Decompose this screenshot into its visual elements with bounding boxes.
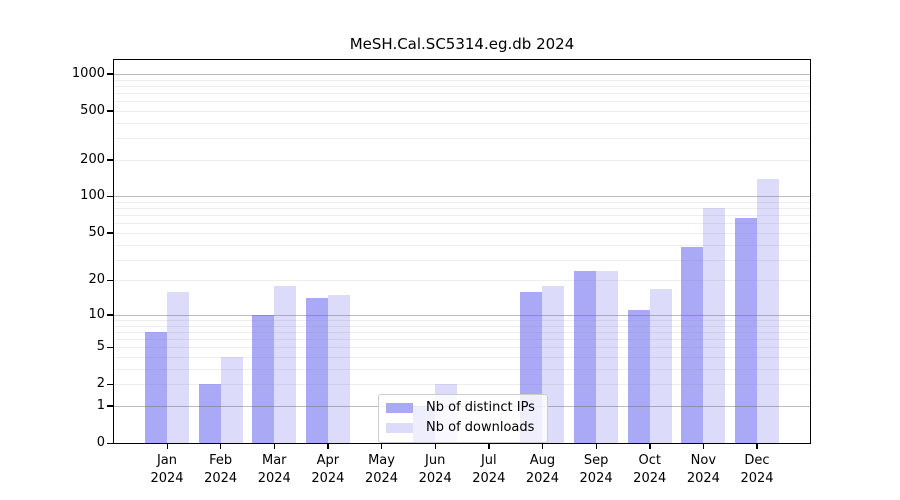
bar-downloads-dec <box>756 178 779 443</box>
y-tick-mark <box>107 346 114 349</box>
legend-item-distinct-ips: Nb of distinct IPs <box>386 400 539 416</box>
minor-gridline <box>114 259 810 261</box>
minor-gridline <box>114 244 810 246</box>
y-tick-mark <box>107 159 114 161</box>
minor-gridline <box>114 339 810 341</box>
bar-distinct-ips-apr <box>305 298 328 443</box>
minor-gridline <box>114 101 810 103</box>
x-tick-mark <box>434 443 436 449</box>
minor-gridline <box>114 92 810 94</box>
x-tick-label-feb: Feb 2024 <box>204 453 238 486</box>
y-tick-label: 1000 <box>71 65 105 81</box>
y-tick-mark <box>107 279 114 282</box>
minor-gridline <box>114 320 810 321</box>
x-tick-mark <box>220 443 222 449</box>
bar-downloads-feb <box>220 357 243 443</box>
y-tick-label: 20 <box>88 272 105 288</box>
y-tick-mark <box>107 442 114 444</box>
y-tick-mark <box>107 73 114 75</box>
bar-downloads-apr <box>327 294 350 443</box>
minor-gridline <box>114 384 810 386</box>
major-gridline <box>114 314 810 316</box>
minor-gridline <box>114 110 810 112</box>
x-tick-label-mar: Mar 2024 <box>257 453 291 486</box>
y-tick-label: 0 <box>96 435 105 450</box>
y-tick-mark <box>107 314 114 316</box>
y-tick-label: 100 <box>80 188 105 204</box>
x-tick-label-jul: Jul 2024 <box>472 453 506 486</box>
major-gridline <box>114 196 810 198</box>
x-tick-mark <box>541 443 544 449</box>
bar-distinct-ips-oct <box>627 310 650 443</box>
chart-title: MeSH.Cal.SC5314.eg.db 2024 <box>349 35 575 53</box>
x-tick-mark <box>702 443 705 449</box>
minor-gridline <box>114 159 810 161</box>
bar-downloads-mar <box>274 285 297 443</box>
x-tick-label-aug: Aug 2024 <box>525 453 559 486</box>
y-tick-mark <box>107 405 114 407</box>
minor-gridline <box>114 368 810 370</box>
minor-gridline <box>114 85 810 87</box>
x-tick-mark <box>649 443 651 449</box>
x-tick-mark <box>381 443 383 449</box>
minor-gridline <box>114 331 810 333</box>
minor-gridline <box>114 357 810 359</box>
x-tick-mark <box>273 443 276 449</box>
minor-gridline <box>114 202 810 204</box>
y-tick-label: 5 <box>96 339 105 355</box>
legend-item-downloads: Nb of downloads <box>386 420 539 436</box>
legend-label: Nb of downloads <box>426 420 535 435</box>
bar-distinct-ips-jan <box>145 331 167 443</box>
y-tick-label: 200 <box>80 151 105 167</box>
x-tick-label-apr: Apr 2024 <box>311 453 345 486</box>
x-tick-mark <box>595 443 597 449</box>
bar-distinct-ips-nov <box>681 247 704 443</box>
downloads-swatch-icon <box>386 423 413 433</box>
x-tick-label-may: May 2024 <box>364 453 399 486</box>
minor-gridline <box>114 223 810 225</box>
bar-distinct-ips-sep <box>574 271 597 443</box>
minor-gridline <box>114 215 810 217</box>
y-tick-label: 500 <box>80 102 105 118</box>
minor-gridline <box>114 325 810 327</box>
x-tick-label-jun: Jun 2024 <box>418 453 452 486</box>
y-tick-mark <box>107 232 114 234</box>
major-gridline <box>114 73 810 75</box>
x-tick-mark <box>327 443 329 449</box>
bar-downloads-nov <box>703 208 726 443</box>
legend-label: Nb of distinct IPs <box>426 400 535 415</box>
y-tick-label: 2 <box>96 376 105 392</box>
minor-gridline <box>114 122 810 124</box>
bar-downloads-oct <box>649 288 672 443</box>
minor-gridline <box>114 138 810 140</box>
x-tick-label-nov: Nov 2024 <box>686 453 720 486</box>
minor-gridline <box>114 79 810 81</box>
x-tick-mark <box>166 443 168 449</box>
bar-distinct-ips-feb <box>198 384 221 443</box>
y-tick-label: 1 <box>96 397 105 413</box>
x-tick-label-dec: Dec 2024 <box>740 453 774 486</box>
y-tick-label: 50 <box>88 224 105 240</box>
minor-gridline <box>114 232 810 234</box>
bar-downloads-sep <box>596 271 619 443</box>
minor-gridline <box>114 280 810 282</box>
y-tick-mark <box>107 110 114 112</box>
x-tick-mark <box>756 443 758 449</box>
x-tick-label-jan: Jan 2024 <box>150 453 184 486</box>
bar-downloads-jan <box>167 291 189 443</box>
y-tick-label: 10 <box>88 306 105 322</box>
bar-distinct-ips-dec <box>734 218 757 443</box>
y-tick-mark <box>107 195 114 198</box>
y-tick-mark <box>107 383 114 386</box>
bar-distinct-ips-mar <box>252 314 275 443</box>
minor-gridline <box>114 208 810 210</box>
x-tick-label-oct: Oct 2024 <box>633 453 667 486</box>
plot-area <box>113 59 811 444</box>
x-tick-mark <box>488 443 490 449</box>
distinct-ips-swatch-icon <box>386 403 413 413</box>
legend: Nb of distinct IPs Nb of downloads <box>378 394 548 443</box>
x-tick-label-sep: Sep 2024 <box>579 453 613 486</box>
minor-gridline <box>114 347 810 349</box>
